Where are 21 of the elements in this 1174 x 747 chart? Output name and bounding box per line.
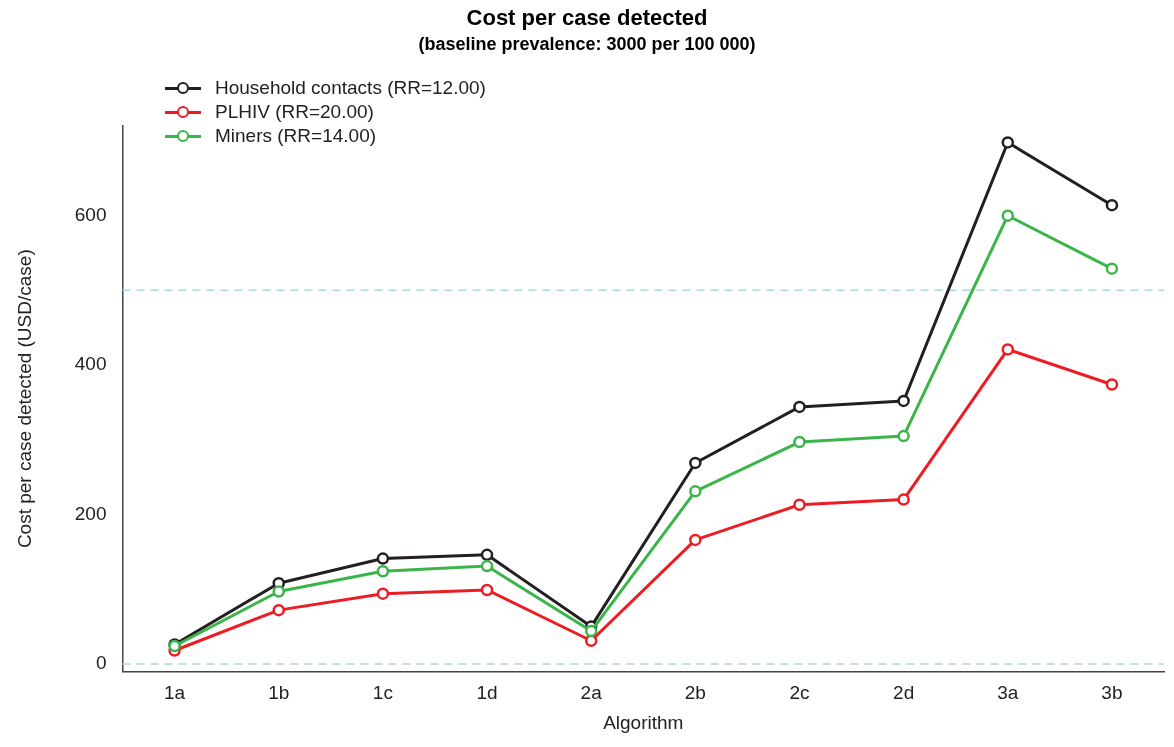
x-tick-label: 3a bbox=[997, 682, 1019, 704]
y-tick-label: 400 bbox=[74, 353, 107, 375]
y-tick-label: 200 bbox=[74, 502, 107, 524]
x-tick-label: 1b bbox=[268, 682, 290, 704]
x-tick-label: 2b bbox=[684, 682, 706, 704]
x-tick-label: 1d bbox=[476, 682, 498, 704]
x-tick-label: 2a bbox=[580, 682, 603, 704]
x-tick-label: 2c bbox=[789, 682, 810, 704]
x-tick-label: 2d bbox=[893, 682, 915, 704]
y-tick-label: 0 bbox=[95, 652, 107, 674]
y-tick-label: 600 bbox=[74, 203, 107, 225]
x-tick-label: 1a bbox=[164, 682, 186, 704]
legend-label: Household contacts (RR=12.00) bbox=[215, 77, 486, 99]
legend-label: PLHIV (RR=20.00) bbox=[215, 101, 374, 123]
chart-subtitle: (baseline prevalence: 3000 per 100 000) bbox=[418, 34, 756, 55]
y-axis-title: Cost per case detected (USD/case) bbox=[13, 249, 35, 549]
x-axis-title: Algorithm bbox=[603, 711, 684, 733]
x-tick-label: 1c bbox=[372, 682, 393, 704]
chart-title: Cost per case detected bbox=[466, 5, 708, 31]
x-tick-label: 3b bbox=[1101, 682, 1123, 704]
legend-label: Miners (RR=14.00) bbox=[215, 125, 377, 147]
